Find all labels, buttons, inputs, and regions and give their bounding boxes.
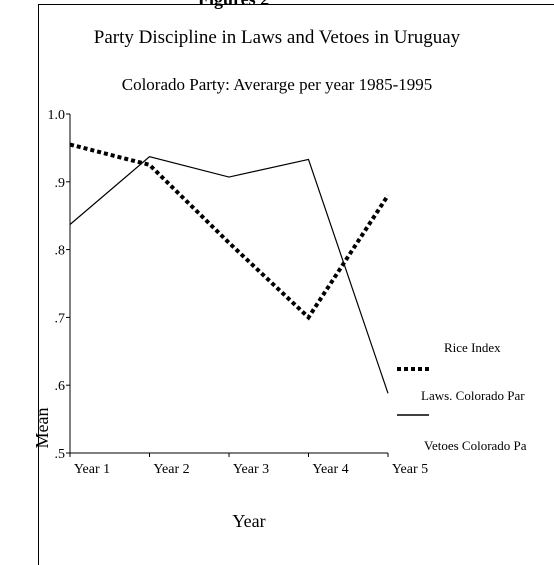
axes: 1.0 .9 .8 .7 .6 .5 Year 1 Year 2 Year 3 Year 4 Yea…: [32, 108, 428, 531]
legend-entry: Laws. Colorado Par: [421, 388, 525, 403]
y-tick-label: .9: [55, 176, 66, 191]
y-tick-label: .6: [55, 379, 66, 394]
plot-area: 1.0 .9 .8 .7 .6 .5 Year 1 Year 2 Year 3 Year 4 Yea…: [0, 0, 554, 542]
legend-entry: Vetoes Colorado Pa: [424, 438, 527, 453]
y-tick-label: .8: [55, 244, 66, 259]
x-tick-label: Year 5: [392, 462, 428, 477]
y-tick-label: .5: [55, 447, 66, 462]
y-tick-label: .7: [55, 311, 66, 326]
x-tick-label: Year 2: [153, 462, 189, 477]
series-line-1: [70, 145, 388, 318]
series-line-2: [70, 157, 388, 394]
y-axis-title: Mean: [32, 408, 52, 449]
series-layer: [70, 144, 388, 393]
x-tick-label: Year 3: [233, 462, 269, 477]
legend-title: Rice Index: [444, 340, 501, 355]
chart-figure: Figures 2 Party Discipline in Laws and V…: [0, 0, 554, 542]
x-axis-title: Year: [232, 511, 265, 531]
x-tick-label: Year 4: [312, 462, 348, 477]
y-tick-label: 1.0: [48, 108, 66, 123]
legend: Rice Index Laws. Colorado Par Vetoes Color…: [397, 340, 527, 453]
x-tick-label: Year 1: [74, 462, 110, 477]
